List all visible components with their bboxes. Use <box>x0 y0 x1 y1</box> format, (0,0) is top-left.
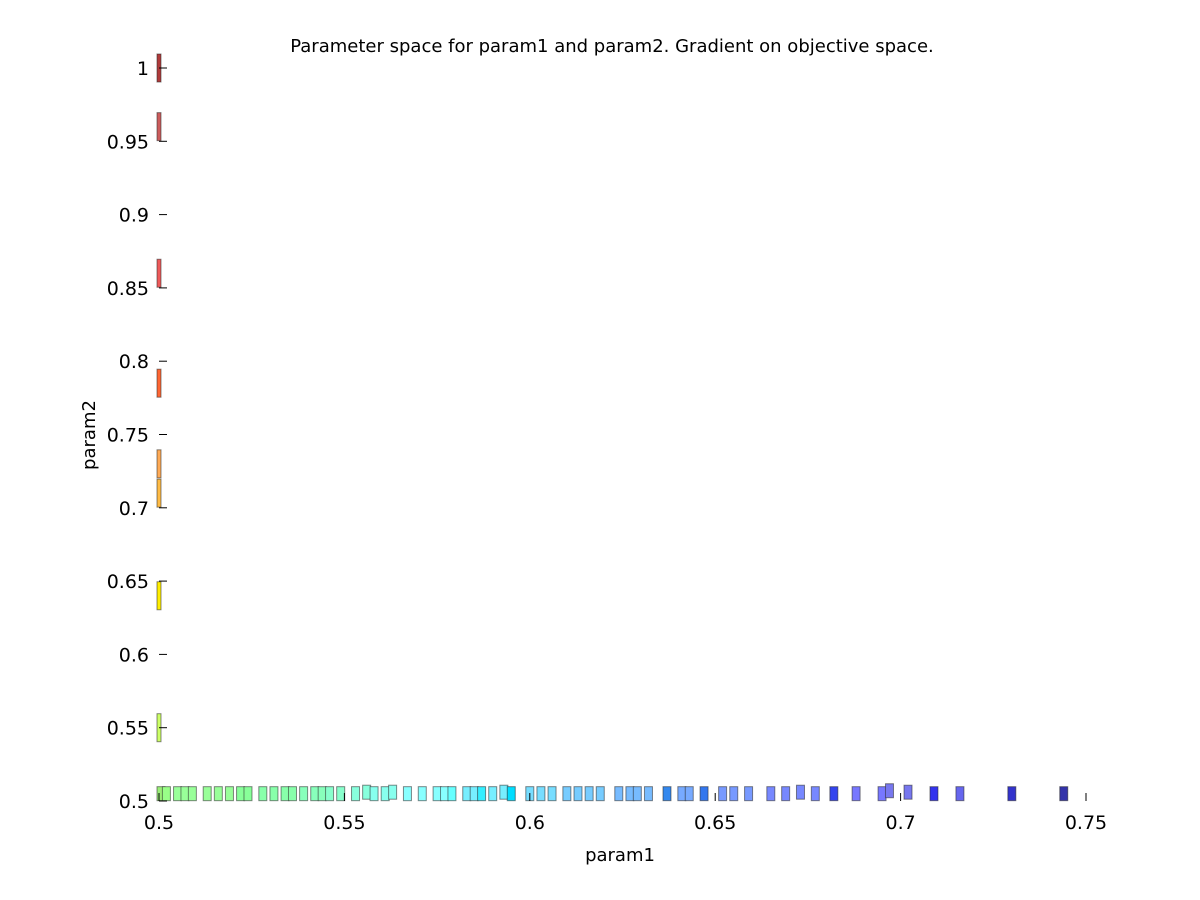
data-point <box>766 786 776 802</box>
y-tick-label: 0.6 <box>119 644 149 666</box>
data-point <box>929 786 939 802</box>
data-point <box>677 786 687 802</box>
data-point <box>662 786 672 802</box>
data-point <box>614 786 624 802</box>
y-axis: 0.5 0.55 0.6 0.65 0.7 0.75 0.8 0.85 0.9 0.95 1 <box>107 58 167 813</box>
x-tick-label: 0.55 <box>323 812 365 834</box>
data-point <box>156 258 162 288</box>
data-point <box>562 786 572 802</box>
data-point <box>903 784 913 800</box>
data-point <box>447 786 457 802</box>
x-tick-label: 0.5 <box>144 812 174 834</box>
y-tick-label: 1 <box>137 58 149 80</box>
data-point <box>462 786 472 802</box>
data-point <box>173 786 183 802</box>
data-point <box>851 786 861 802</box>
y-tick-label: 0.5 <box>119 791 149 813</box>
data-point <box>402 786 412 802</box>
data-point <box>781 786 791 802</box>
x-axis-label: param1 <box>585 845 655 866</box>
y-tick-label: 0.8 <box>119 351 149 373</box>
data-point <box>488 786 498 802</box>
data-point <box>156 449 162 479</box>
data-point <box>643 786 653 802</box>
data-point <box>795 784 805 800</box>
data-points <box>156 53 1069 802</box>
data-point <box>477 786 487 802</box>
data-point <box>432 786 442 802</box>
data-point <box>547 786 557 802</box>
data-point <box>877 786 887 802</box>
data-point <box>469 786 479 802</box>
data-point <box>369 786 379 802</box>
data-point <box>156 478 162 508</box>
data-point <box>584 786 594 802</box>
data-point <box>744 786 754 802</box>
data-point <box>325 786 335 802</box>
data-point <box>729 786 739 802</box>
data-point <box>699 786 709 802</box>
data-point <box>440 786 450 802</box>
data-point <box>632 786 642 802</box>
data-point <box>506 786 516 802</box>
data-point <box>280 786 290 802</box>
data-point <box>180 786 190 802</box>
y-tick-label: 0.9 <box>119 205 149 227</box>
data-point <box>573 786 583 802</box>
y-tick-label: 0.55 <box>107 718 149 740</box>
data-point <box>625 786 635 802</box>
data-point <box>336 786 346 802</box>
data-point <box>810 786 820 802</box>
data-point <box>213 786 223 802</box>
data-point <box>499 784 509 800</box>
data-point <box>310 786 320 802</box>
data-point <box>236 786 246 802</box>
data-point <box>1059 786 1069 802</box>
y-tick-label: 0.95 <box>107 131 149 153</box>
data-point <box>388 784 398 800</box>
data-point <box>243 786 253 802</box>
data-point <box>829 786 839 802</box>
chart-title: Parameter space for param1 and param2. G… <box>290 36 934 57</box>
data-point <box>380 786 390 802</box>
data-point <box>536 786 546 802</box>
data-point <box>317 786 327 802</box>
data-point <box>224 786 234 802</box>
y-tick-label: 0.75 <box>107 425 149 447</box>
data-point <box>684 786 694 802</box>
y-tick-label: 0.7 <box>119 498 149 520</box>
y-tick-label: 0.65 <box>107 571 149 593</box>
y-tick-label: 0.85 <box>107 278 149 300</box>
data-point <box>299 786 309 802</box>
data-point <box>362 784 372 800</box>
data-point <box>718 786 728 802</box>
data-point <box>269 786 279 802</box>
data-point <box>595 786 605 802</box>
x-axis: 0.5 0.55 0.6 0.65 0.7 0.75 <box>144 793 1107 834</box>
x-tick-label: 0.75 <box>1065 812 1107 834</box>
data-point <box>287 786 297 802</box>
data-point <box>156 368 162 398</box>
data-point <box>1007 786 1017 802</box>
data-point <box>161 786 171 802</box>
data-point <box>258 786 268 802</box>
data-point <box>417 786 427 802</box>
data-point <box>156 581 162 611</box>
x-tick-label: 0.65 <box>694 812 736 834</box>
data-point <box>351 786 361 802</box>
data-point <box>187 786 197 802</box>
data-point <box>202 786 212 802</box>
data-point <box>884 783 894 799</box>
y-axis-label: param2 <box>79 400 100 470</box>
x-tick-label: 0.7 <box>885 812 915 834</box>
data-point <box>955 786 965 802</box>
x-tick-label: 0.6 <box>515 812 545 834</box>
data-point <box>156 112 162 142</box>
